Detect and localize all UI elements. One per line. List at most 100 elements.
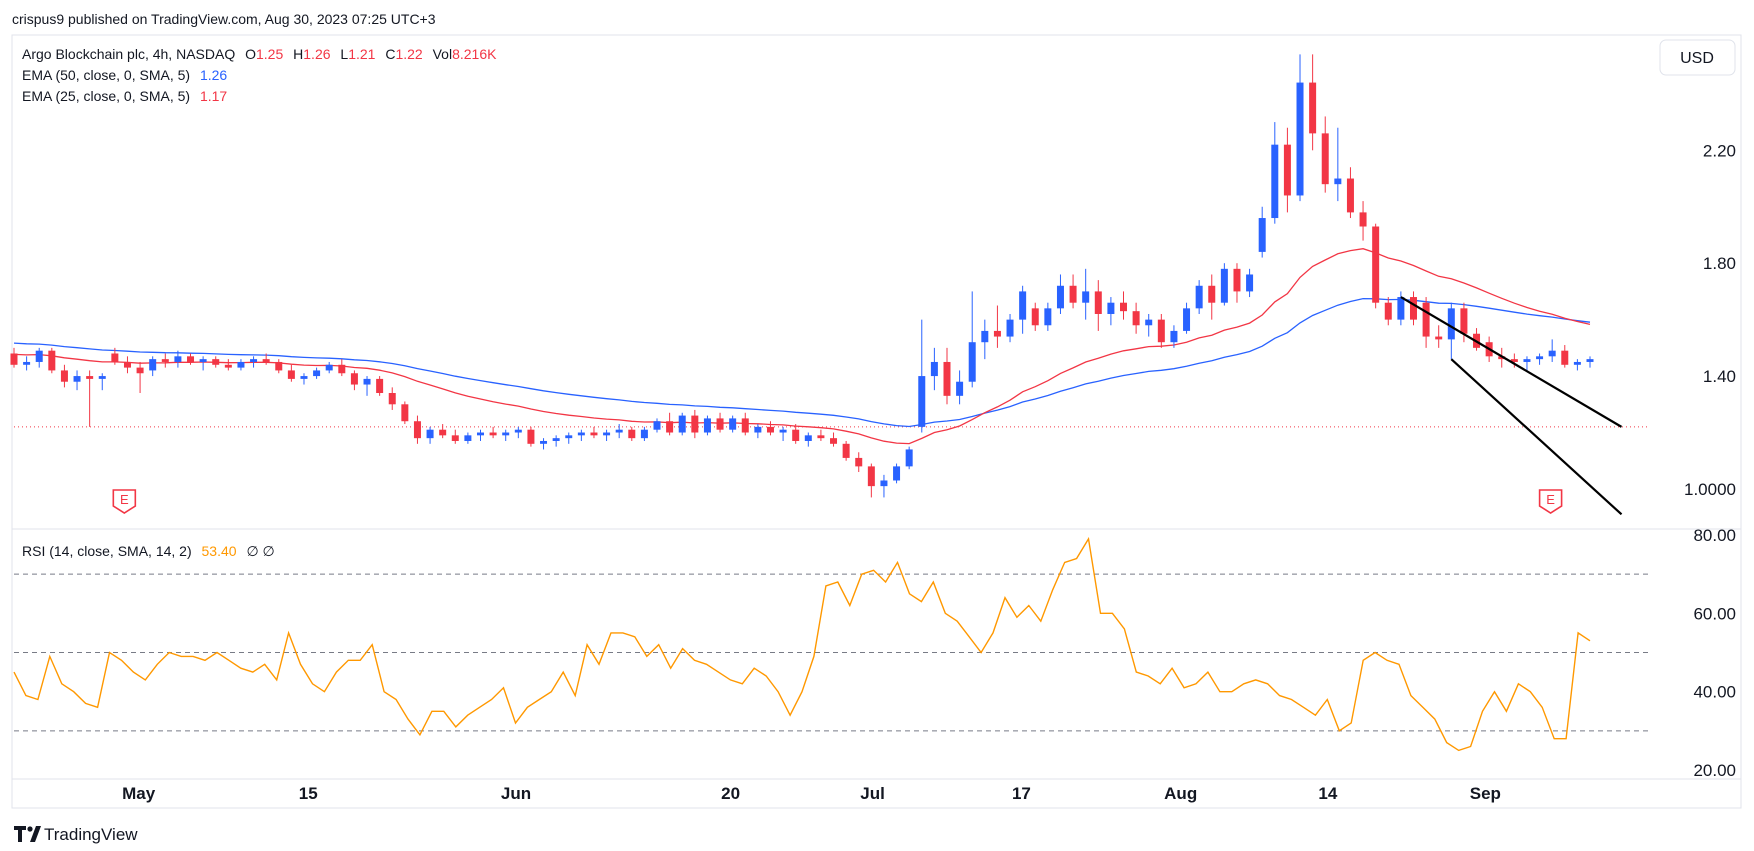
earnings-badge — [1538, 489, 1563, 514]
trendline-lower — [1450, 358, 1623, 516]
candle-body — [766, 426, 774, 433]
candle-body — [502, 432, 510, 436]
candle-body — [993, 330, 1001, 337]
candle-body — [1296, 82, 1304, 196]
candle — [590, 426, 598, 439]
candle — [867, 463, 875, 498]
candle-body — [1447, 308, 1455, 340]
candle-body — [741, 418, 749, 433]
price-pane: 2.20 1.80 1.40 1.0000 E E — [10, 54, 1736, 516]
candle-body — [376, 378, 384, 394]
candle-body — [1321, 133, 1329, 185]
legend-vol-value: 8.216K — [452, 46, 497, 62]
candle — [1183, 302, 1191, 334]
candle — [956, 370, 964, 405]
candle — [98, 373, 106, 391]
candle-body — [338, 364, 346, 374]
candle-body — [212, 359, 220, 365]
candle-body — [23, 361, 31, 365]
candle — [224, 359, 232, 371]
candle — [993, 305, 1001, 348]
currency-button[interactable]: USD — [1680, 50, 1714, 67]
candle — [1523, 356, 1531, 371]
candle-body — [893, 466, 901, 481]
legend-h-label: H — [293, 46, 303, 62]
candle — [817, 429, 825, 441]
candle — [464, 432, 472, 444]
candle — [1536, 353, 1544, 365]
candle — [754, 424, 762, 439]
candle-body — [653, 421, 661, 430]
tradingview-logo-icon[interactable] — [14, 826, 41, 842]
candle — [1573, 359, 1581, 371]
trendline-upper — [1400, 296, 1623, 428]
candle — [830, 432, 838, 447]
rsi-axis-tick: 80.00 — [1693, 526, 1736, 545]
time-axis-tick: 14 — [1318, 784, 1337, 803]
candle-body — [1082, 291, 1090, 303]
candle — [804, 432, 812, 447]
candle — [1435, 325, 1443, 348]
brand-name[interactable]: TradingView — [44, 825, 138, 844]
candle-body — [48, 350, 56, 371]
candle — [666, 412, 674, 436]
candle-body — [1271, 144, 1279, 219]
candle — [1120, 291, 1128, 320]
candle-body — [199, 359, 207, 362]
candle — [1447, 302, 1455, 360]
candle — [855, 452, 863, 473]
currency-button-frame[interactable] — [1659, 39, 1736, 76]
candle-body — [1548, 350, 1556, 357]
candle-body — [275, 361, 283, 371]
candle — [968, 291, 976, 388]
earnings-badge — [112, 489, 137, 514]
candle-body — [981, 330, 989, 343]
candle-body — [300, 376, 308, 379]
candle-body — [716, 418, 724, 430]
candle-body — [1586, 359, 1594, 362]
candle — [981, 319, 989, 360]
candle-body — [1359, 212, 1367, 227]
candle — [1220, 263, 1228, 306]
candle-body — [136, 367, 144, 374]
legend-c-value: 1.22 — [395, 46, 422, 62]
candle-body — [867, 466, 875, 487]
candle-body — [855, 457, 863, 467]
candle — [615, 424, 623, 439]
candle — [439, 424, 447, 439]
candle — [73, 370, 81, 391]
candle-body — [590, 432, 598, 436]
candle — [136, 361, 144, 394]
candle-body — [1309, 82, 1317, 134]
candle-body — [943, 361, 951, 396]
candle-body — [413, 421, 421, 439]
candle — [275, 359, 283, 374]
candle-body — [905, 449, 913, 467]
candle-body — [1031, 308, 1039, 326]
candle-body — [10, 353, 18, 365]
candle-body — [1233, 268, 1241, 292]
candle — [10, 347, 18, 368]
candle — [1031, 302, 1039, 331]
candle — [943, 347, 951, 405]
candle — [918, 319, 926, 433]
legend-o-label: O — [245, 46, 256, 62]
candle — [199, 356, 207, 371]
rsi-axis-tick: 40.00 — [1693, 683, 1736, 702]
candle-body — [388, 393, 396, 405]
rsi-pane: 80.00 60.00 40.00 20.00 — [13, 526, 1736, 780]
candle-body — [880, 480, 888, 487]
legend-ema50-value: 1.26 — [200, 67, 227, 83]
candle-body — [86, 376, 94, 379]
price-axis-tick: 1.40 — [1703, 367, 1736, 386]
candle — [893, 463, 901, 484]
candle-body — [35, 350, 43, 362]
legend-ema25: EMA (25, close, 0, SMA, 5) 1.17 — [22, 88, 227, 104]
candle-body — [1409, 297, 1417, 320]
candle — [716, 412, 724, 433]
rsi-axis-tick: 20.00 — [1693, 761, 1736, 780]
legend-ema25-value: 1.17 — [200, 88, 227, 104]
candle — [1107, 297, 1115, 326]
candle-body — [1107, 302, 1115, 314]
